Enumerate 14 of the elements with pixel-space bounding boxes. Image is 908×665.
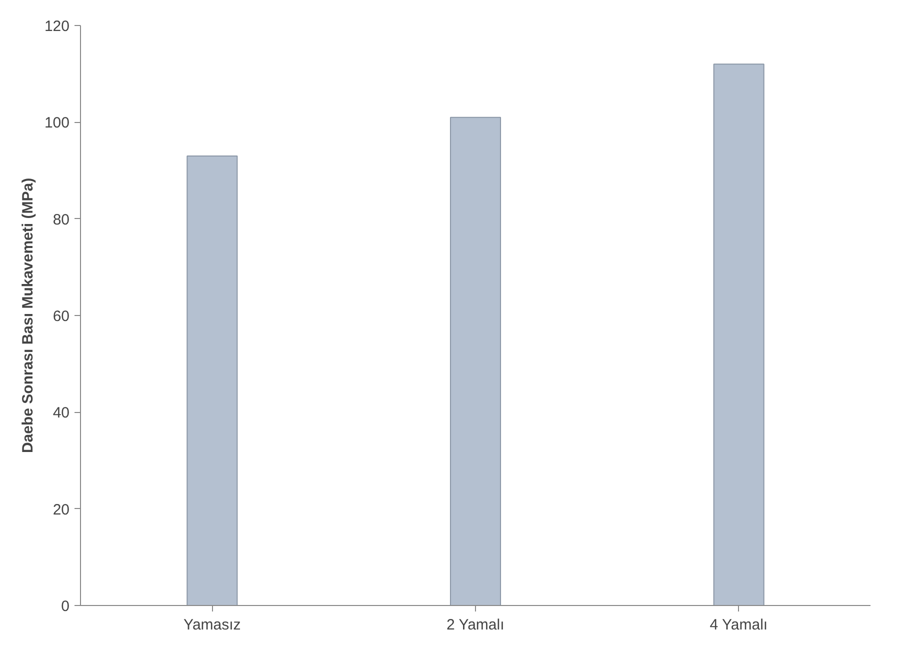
bar [450, 116, 502, 606]
y-tick-label: 100 [44, 114, 70, 132]
bar [713, 64, 764, 606]
y-tick-label: 80 [52, 211, 70, 228]
y-tick-label: 120 [44, 18, 70, 35]
x-tick-label: 4 Yamalı [710, 616, 768, 634]
x-tick-label: 2 Yamalı [446, 616, 504, 634]
y-tick-label: 20 [52, 501, 70, 518]
x-tick-label: Yamasız [184, 616, 241, 634]
y-tick-label: 0 [61, 598, 70, 615]
y-tick-label: 60 [52, 308, 70, 325]
y-tick-label: 40 [52, 404, 70, 422]
y-axis-title: Daebe Sonrası Bası Mukavemeti (MPa) [19, 178, 36, 454]
bar [186, 156, 238, 606]
